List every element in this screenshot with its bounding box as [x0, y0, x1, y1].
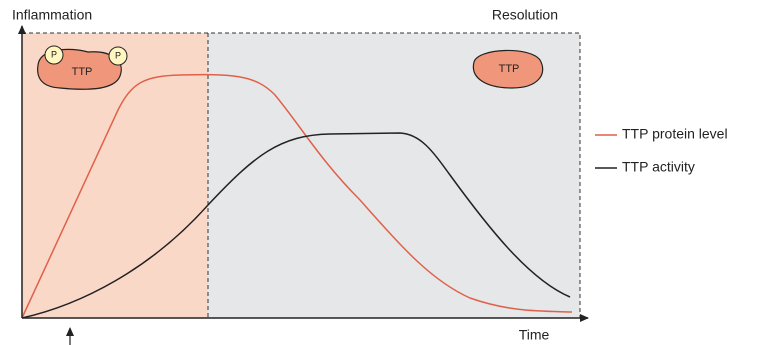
phase-label: Inflammation	[12, 7, 92, 23]
diagram: Inflammation Resolution TTP P P TTP Time…	[0, 0, 757, 345]
phospho-label: P	[115, 50, 121, 60]
legend-label: TTP protein level	[622, 126, 728, 142]
phase-label: Resolution	[492, 7, 558, 23]
legend-label: TTP activity	[622, 159, 695, 175]
icon-label: TTP	[72, 66, 93, 78]
icon-label: TTP	[499, 63, 520, 75]
x-axis-label: Time	[519, 327, 550, 343]
phospho-label: P	[51, 49, 57, 59]
